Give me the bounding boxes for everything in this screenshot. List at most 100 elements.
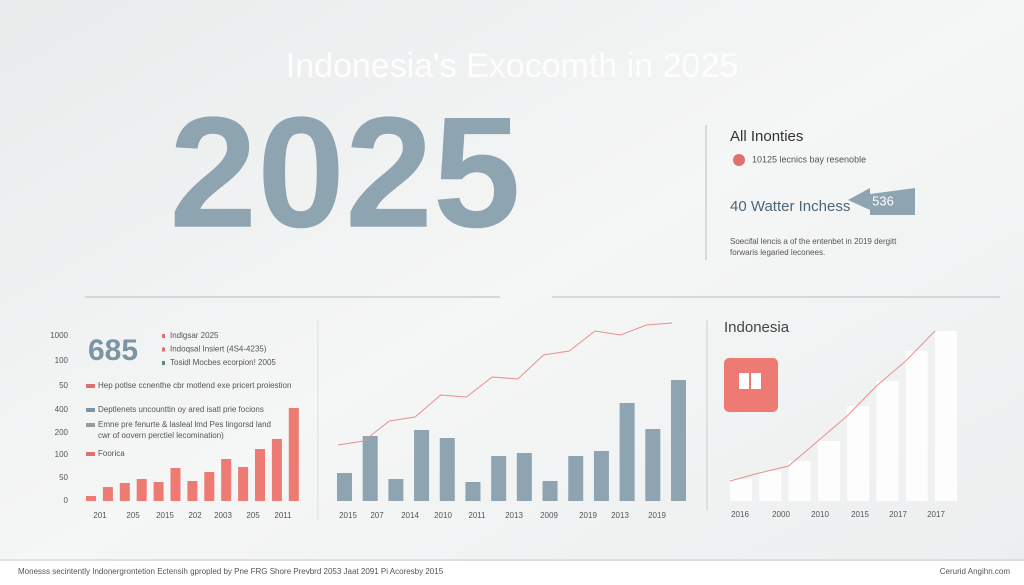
x-label: 2016: [731, 510, 749, 519]
bar: [136, 479, 147, 501]
x-label: 2000: [772, 510, 790, 519]
x-label: 2003: [214, 511, 232, 520]
bar: [388, 479, 404, 501]
bar: [935, 331, 957, 501]
bar: [593, 451, 609, 501]
x-label: 205: [246, 511, 260, 520]
bar: [876, 381, 899, 501]
y-label: 1000: [50, 331, 68, 340]
x-label: 207: [370, 511, 384, 520]
bar: [119, 483, 130, 501]
bar: [102, 487, 113, 501]
big-year: 2025: [169, 85, 521, 261]
note: Soecifal lencis a of the entenbet in 201…: [730, 237, 897, 246]
note: Foorica: [98, 449, 125, 458]
x-label: 2017: [927, 510, 945, 519]
y-label: 0: [64, 496, 69, 505]
y-label: 100: [55, 450, 69, 459]
bar: [337, 473, 352, 501]
bar: [847, 406, 870, 501]
bar: [86, 496, 96, 501]
note-marker: [86, 452, 95, 456]
bar: [568, 456, 584, 501]
bar: [759, 471, 782, 501]
x-label: 2019: [579, 511, 597, 520]
bar: [788, 461, 811, 501]
legend-swatch: [162, 334, 165, 338]
x-label: 2019: [648, 511, 666, 520]
x-label: 2017: [889, 510, 907, 519]
x-label: 2009: [540, 511, 558, 520]
bar: [362, 436, 378, 501]
panel-heading: All Inonties: [730, 128, 803, 145]
badge: 536: [872, 193, 894, 208]
bar: [817, 441, 840, 501]
x-label: 2010: [811, 510, 829, 519]
badge-arrow: [848, 188, 915, 215]
bar: [465, 482, 481, 501]
y-label: 50: [59, 381, 68, 390]
panel-item: 10125 lecnics bay resenoble: [752, 154, 866, 164]
legend-entry: Indoqsal Insiert (4S4-4235): [170, 345, 267, 354]
bar: [542, 481, 558, 501]
bar: [271, 439, 282, 501]
x-label: 2014: [401, 511, 419, 520]
footer-bg: [0, 561, 1024, 585]
bar: [288, 408, 299, 501]
x-label: 2011: [468, 511, 486, 520]
x-label: 2015: [156, 511, 174, 520]
bar: [414, 430, 430, 501]
bar: [619, 403, 635, 501]
footer-left: Monesss secintently Indonergrontetion Ec…: [18, 567, 444, 576]
note-marker: [86, 408, 95, 412]
note: Emne pre fenurte & lasleal lmd Pes lingo…: [98, 420, 271, 429]
bar: [671, 380, 686, 501]
x-label: 2015: [851, 510, 869, 519]
highlight: 685: [88, 334, 138, 367]
legend-entry: Tosidl Mocbes ecorpion! 2005: [170, 358, 276, 367]
x-label: 2013: [505, 511, 523, 520]
legend-swatch: [162, 361, 165, 365]
x-label: 2013: [611, 511, 629, 520]
title: Indonesia's Exocomth in 2025: [286, 47, 739, 85]
bar: [730, 479, 752, 501]
bar: [204, 472, 215, 501]
icon: [733, 154, 745, 166]
bar: [170, 468, 181, 501]
legend-entry: Indlgsar 2025: [170, 331, 219, 340]
note: Hep potlse ccnenthe cbr motlend exe pric…: [98, 381, 291, 390]
right-title: Indonesia: [724, 319, 790, 336]
trend-line: [337, 322, 673, 446]
x-label: 202: [188, 511, 202, 520]
x-label: 2015: [339, 511, 357, 520]
legend-swatch: [162, 347, 165, 352]
bar: [645, 429, 661, 501]
stat-text: 40 Watter Inchess: [730, 198, 850, 215]
x-label: 201: [93, 511, 107, 520]
note: Deptlenets uncounttin oy ared isatl prie…: [98, 405, 264, 414]
note: forwaris legaried leconees.: [730, 248, 825, 257]
x-label: 2010: [434, 511, 452, 520]
book-shape: [739, 373, 761, 389]
bar: [153, 482, 164, 501]
bar: [221, 459, 232, 501]
x-label: 2011: [274, 511, 292, 520]
bar: [491, 456, 507, 501]
note-marker: [86, 423, 95, 427]
bar: [255, 449, 265, 501]
y-label: 200: [55, 428, 69, 437]
bar: [516, 453, 532, 501]
note-marker: [86, 384, 95, 388]
y-label: 400: [55, 405, 69, 414]
note: cwr of oovern perctiel lecomination): [98, 431, 224, 440]
y-label: 100: [55, 356, 69, 365]
trend-line: [729, 330, 936, 482]
y-label: 50: [59, 473, 68, 482]
bar: [238, 467, 249, 501]
bar: [905, 351, 928, 501]
bar: [187, 481, 198, 501]
footer-right: Cerurid Angihn.com: [940, 567, 1011, 576]
bar: [439, 438, 455, 501]
x-label: 205: [126, 511, 140, 520]
